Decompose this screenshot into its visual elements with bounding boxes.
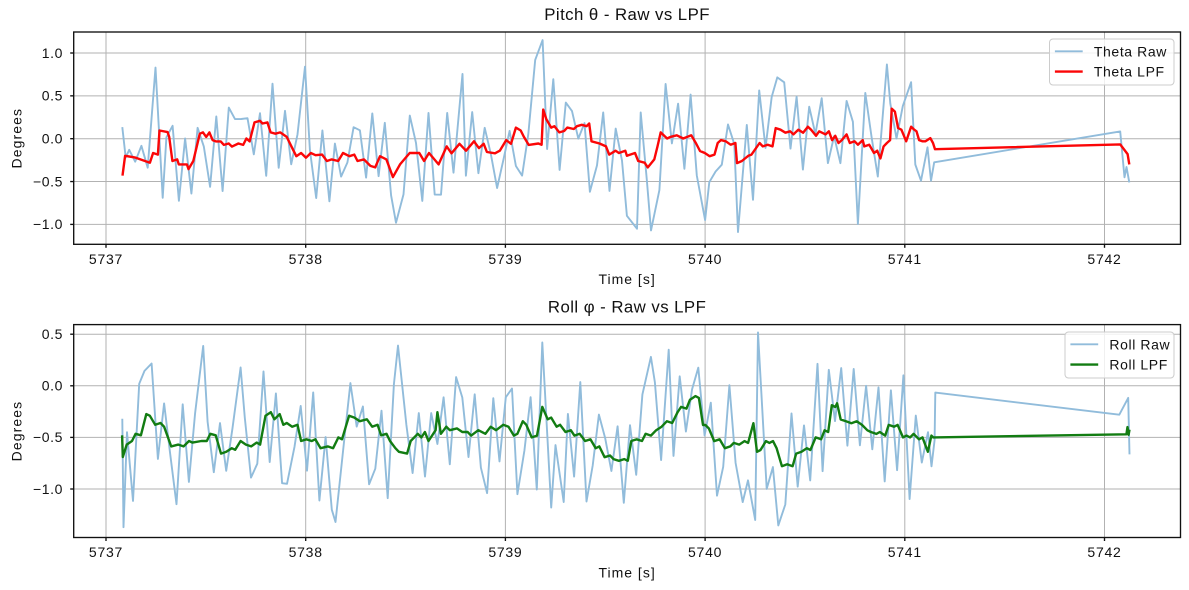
svg-text:−0.5: −0.5 [33, 429, 63, 445]
svg-text:5742: 5742 [1087, 544, 1121, 560]
svg-text:5738: 5738 [289, 544, 323, 560]
svg-text:Degrees: Degrees [9, 108, 25, 169]
svg-text:1.0: 1.0 [42, 45, 63, 61]
svg-text:Theta LPF: Theta LPF [1094, 64, 1165, 80]
svg-text:5740: 5740 [688, 251, 722, 267]
svg-text:0.0: 0.0 [42, 131, 63, 147]
svg-text:Roll φ - Raw vs LPF: Roll φ - Raw vs LPF [548, 298, 706, 317]
svg-text:0.5: 0.5 [42, 88, 63, 104]
svg-text:Degrees: Degrees [9, 401, 25, 462]
svg-text:Roll Raw: Roll Raw [1109, 336, 1170, 352]
svg-text:Time [s]: Time [s] [598, 271, 655, 287]
svg-text:Theta Raw: Theta Raw [1094, 43, 1167, 59]
svg-text:−1.0: −1.0 [33, 216, 63, 232]
svg-text:0.5: 0.5 [42, 326, 63, 342]
svg-text:Time [s]: Time [s] [598, 564, 655, 580]
svg-text:Roll LPF: Roll LPF [1109, 357, 1167, 373]
svg-text:5737: 5737 [89, 251, 123, 267]
svg-text:5738: 5738 [289, 251, 323, 267]
svg-text:5740: 5740 [688, 544, 722, 560]
svg-text:5742: 5742 [1087, 251, 1121, 267]
svg-text:5739: 5739 [488, 544, 522, 560]
svg-text:−1.0: −1.0 [33, 481, 63, 497]
svg-text:5741: 5741 [888, 544, 922, 560]
svg-text:5741: 5741 [888, 251, 922, 267]
svg-text:5739: 5739 [488, 251, 522, 267]
svg-text:5737: 5737 [89, 544, 123, 560]
svg-text:−0.5: −0.5 [33, 173, 63, 189]
svg-text:Pitch θ - Raw vs LPF: Pitch θ - Raw vs LPF [544, 5, 710, 24]
svg-text:0.0: 0.0 [42, 378, 63, 394]
